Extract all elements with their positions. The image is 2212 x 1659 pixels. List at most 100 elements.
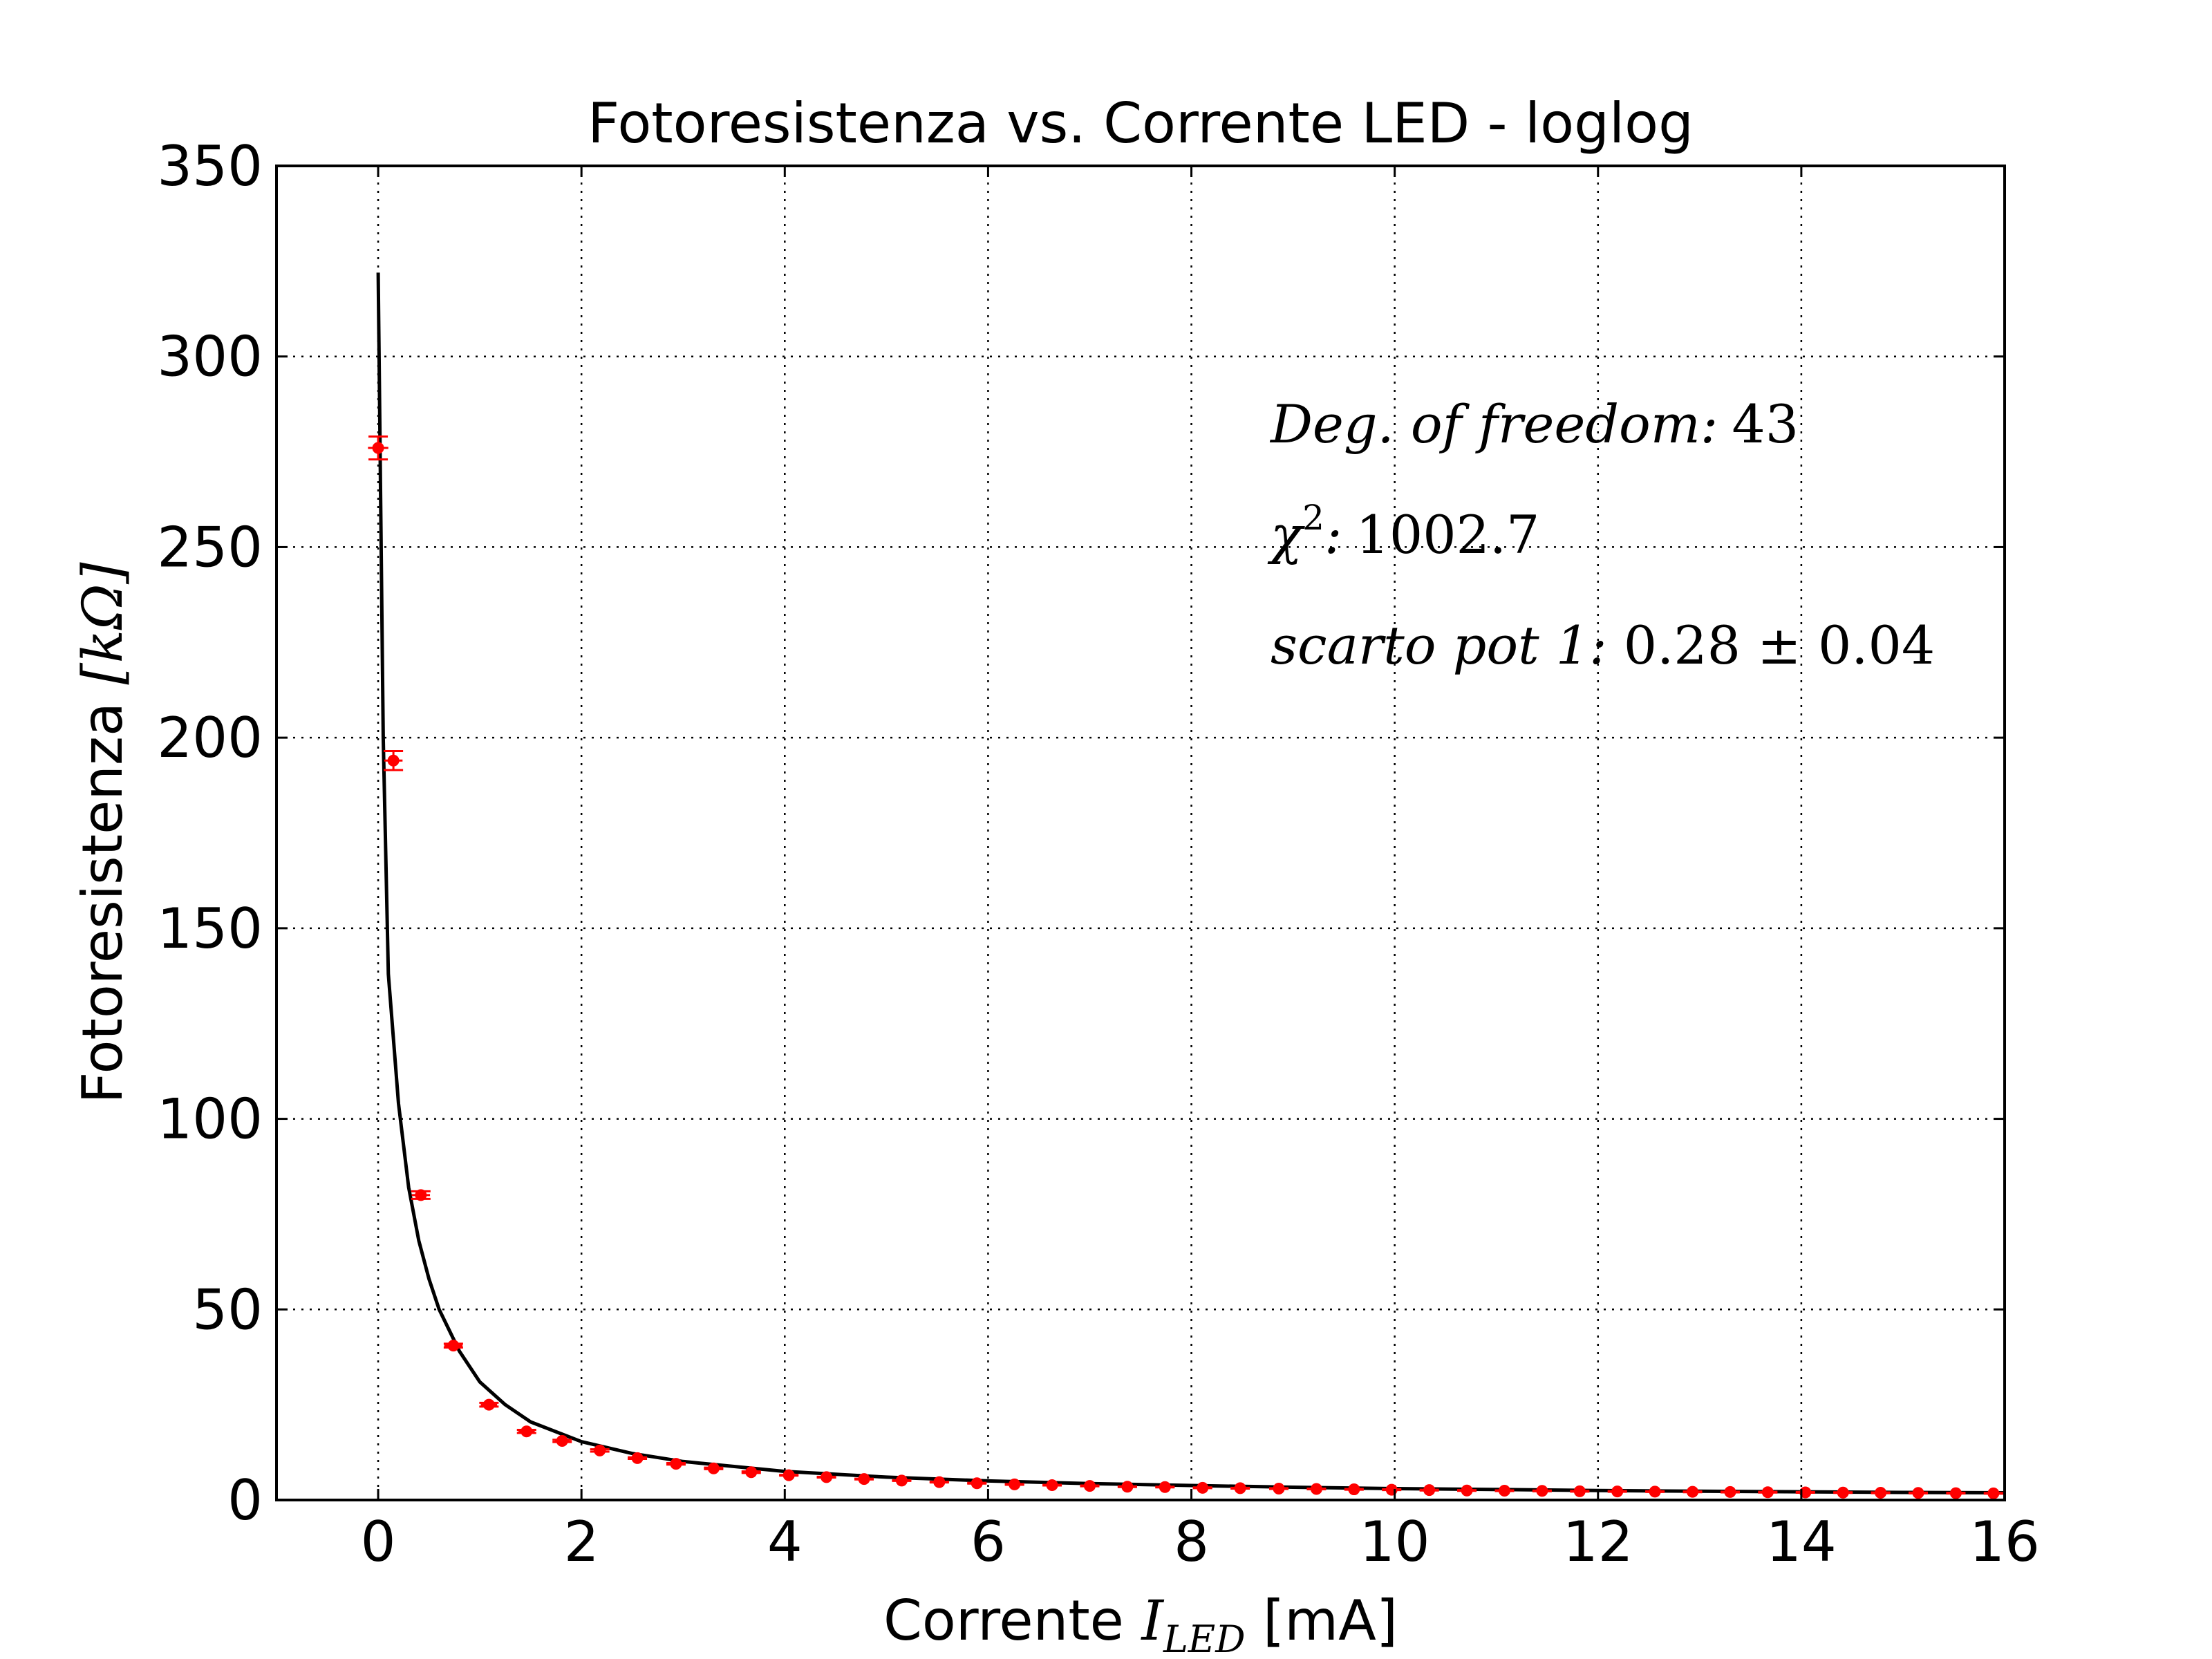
data-point <box>704 1462 724 1474</box>
data-point <box>741 1466 761 1479</box>
data-point-marker <box>1348 1483 1360 1496</box>
x-tick-label: 16 <box>1969 1510 2040 1574</box>
data-point <box>1192 1481 1212 1494</box>
data-point-marker <box>482 1398 495 1411</box>
annotation-chi2-symbol: χ <box>1267 504 1305 565</box>
data-point-marker <box>1799 1486 1812 1499</box>
x-axis-label-unit: [mA] <box>1246 1588 1398 1653</box>
annotation-dof-label: Deg. of freedom: <box>1269 393 1718 455</box>
data-point-marker <box>1761 1486 1774 1499</box>
y-tick-label: 250 <box>157 515 263 579</box>
data-point-marker <box>594 1444 606 1456</box>
y-tick-label: 350 <box>157 134 263 198</box>
data-point <box>1080 1480 1100 1492</box>
data-point-marker <box>521 1425 533 1438</box>
data-point <box>1419 1484 1439 1497</box>
data-point-marker <box>858 1473 870 1485</box>
data-point <box>816 1471 836 1483</box>
data-point-marker <box>1046 1479 1058 1491</box>
data-point <box>1457 1484 1477 1497</box>
data-point-marker <box>670 1458 682 1470</box>
annotation-dof-value: 43 <box>1732 393 1799 455</box>
data-point <box>1570 1485 1590 1497</box>
data-point-marker <box>1121 1481 1134 1493</box>
data-point-marker <box>1837 1486 1849 1499</box>
data-point-marker <box>1912 1487 1924 1499</box>
x-axis-label-prefix: Corrente <box>883 1588 1141 1653</box>
data-point <box>892 1474 912 1487</box>
data-point-marker <box>447 1340 460 1352</box>
data-point <box>1871 1487 1891 1499</box>
data-point-marker <box>1461 1484 1473 1497</box>
axis-ticks <box>276 165 2006 1501</box>
data-point-marker <box>745 1466 758 1479</box>
chart-title: Fotoresistenza vs. Corrente LED - loglog <box>588 91 1694 156</box>
data-point <box>1720 1485 1740 1498</box>
data-point <box>590 1444 610 1456</box>
data-point-marker <box>372 442 384 454</box>
data-point-marker <box>1310 1483 1322 1495</box>
data-point-marker <box>387 754 400 767</box>
data-point <box>967 1477 987 1490</box>
data-point <box>1758 1486 1778 1499</box>
data-point <box>1230 1482 1250 1494</box>
x-tick-label: 10 <box>1360 1510 1430 1574</box>
x-tick-label: 8 <box>1174 1510 1209 1574</box>
data-point-marker <box>1724 1485 1736 1498</box>
data-point <box>552 1435 572 1447</box>
data-point <box>666 1458 686 1470</box>
data-point-marker <box>821 1471 833 1483</box>
data-point <box>1645 1485 1665 1498</box>
x-axis-label-symbol: I <box>1140 1588 1164 1653</box>
annotation-chi2-label: : <box>1324 504 1342 565</box>
data-point <box>516 1425 536 1438</box>
y-tick-label: 200 <box>157 706 263 770</box>
data-point-marker <box>1687 1485 1699 1498</box>
data-point-marker <box>1949 1487 1962 1499</box>
data-point-marker <box>1498 1484 1510 1497</box>
data-point-marker <box>1234 1482 1246 1494</box>
x-tick-label: 14 <box>1766 1510 1837 1574</box>
data-point-marker <box>631 1452 644 1464</box>
data-point-marker <box>556 1435 568 1447</box>
data-point <box>1983 1487 2003 1499</box>
plot-area <box>276 166 2005 1500</box>
annotation-scarto-value: 0.28 ± 0.04 <box>1624 615 1935 676</box>
data-point <box>1269 1482 1288 1494</box>
grid <box>276 166 2005 1500</box>
data-point <box>1494 1484 1515 1497</box>
x-axis-label: Corrente ILED [mA] <box>883 1588 1398 1659</box>
data-point-marker <box>895 1474 908 1487</box>
x-tick-label: 0 <box>361 1510 396 1574</box>
data-point-marker <box>415 1189 427 1201</box>
data-point-marker <box>1987 1487 2000 1499</box>
data-point <box>1155 1481 1175 1493</box>
data-point-marker <box>1423 1484 1436 1497</box>
data-point <box>443 1340 463 1352</box>
x-tick-label: 6 <box>971 1510 1006 1574</box>
x-tick-label: 2 <box>564 1510 599 1574</box>
annotation-dof: Deg. of freedom: 43 <box>1269 393 1799 455</box>
fit-annotations: Deg. of freedom: 43 χ2: 1002.7 scarto pot … <box>1267 393 1935 676</box>
x-tick-labels: 0 2 4 6 8 10 12 14 16 <box>361 1510 2040 1574</box>
data-point <box>368 435 388 461</box>
data-point <box>1532 1485 1552 1497</box>
y-tick-label: 300 <box>157 325 263 389</box>
data-point <box>1004 1478 1024 1490</box>
y-tick-label: 0 <box>227 1468 263 1533</box>
plot-frame <box>275 165 2006 1501</box>
data-point <box>1683 1485 1703 1498</box>
data-point-marker <box>1159 1481 1171 1493</box>
x-tick-label: 4 <box>767 1510 803 1574</box>
data-point <box>1306 1483 1327 1495</box>
y-axis-label: Fotoresistenza [kΩ] <box>71 562 135 1104</box>
data-point-marker <box>971 1477 983 1490</box>
data-point <box>1909 1487 1928 1499</box>
y-axis-label-unit: [kΩ] <box>71 562 135 685</box>
data-point-marker <box>933 1476 946 1488</box>
annotation-chi2: χ2: 1002.7 <box>1267 498 1539 565</box>
data-point-marker <box>1273 1482 1285 1494</box>
data-point <box>479 1398 499 1411</box>
data-point <box>854 1473 874 1485</box>
